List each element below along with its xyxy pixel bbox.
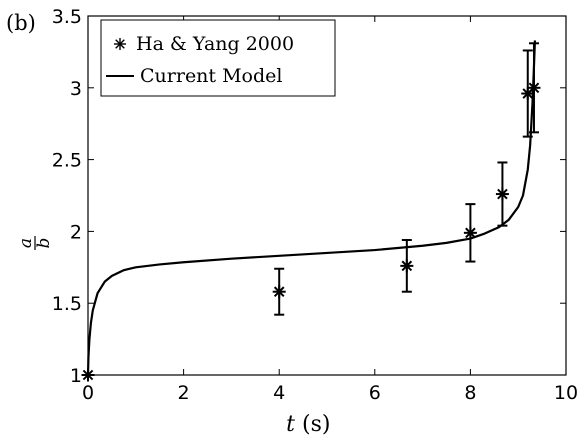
series-line-current-model [86,40,537,376]
plot-frame [87,15,567,376]
asterisk-marker [521,87,535,101]
y-tick-label: 1.5 [52,293,82,315]
y-tick-label: 2.5 [52,150,82,172]
plot-area [87,15,567,376]
legend-marker-asterisk [114,38,126,50]
model-curve-layer [86,40,537,376]
legend-box [100,19,336,97]
experimental-points-layer [81,42,541,382]
x-axis-label-unit: (s) [302,412,330,437]
x-tick-label: 8 [464,382,476,404]
y-axis-label-numerator: a [16,238,36,248]
panel-label: (b) [6,11,36,35]
legend: Ha & Yang 2000 Current Model [100,19,336,97]
asterisk-marker [400,259,414,273]
x-axis-label: t (s) [286,412,330,437]
x-axis-label-variable: t [286,412,295,437]
data-point [521,49,535,138]
data-point [463,203,477,263]
asterisk-marker [272,285,286,299]
axis-ticks: 0 2 4 6 8 10 1 1.5 2 2.5 3 3.5 [52,6,578,404]
data-point [272,267,286,316]
legend-label-current-model: Current Model [140,65,282,87]
asterisk-marker [463,226,477,240]
data-point [495,161,509,227]
asterisk-marker [81,368,95,382]
asterisk-marker [527,81,541,95]
y-tick-label: 3.5 [52,6,82,28]
y-axis-label: a b [16,236,54,250]
y-tick-label: 3 [70,78,82,100]
x-tick-label: 10 [554,382,578,404]
x-tick-label: 2 [178,382,190,404]
x-tick-label: 4 [273,382,285,404]
x-tick-label: 0 [82,382,94,404]
data-point [81,368,95,382]
x-tick-label: 6 [369,382,381,404]
y-axis-label-denominator: b [34,238,54,249]
data-point [400,239,414,293]
y-tick-label: 2 [70,221,82,243]
y-tick-label: 1 [70,365,82,387]
legend-label-ha-yang: Ha & Yang 2000 [136,33,294,55]
data-point [527,42,541,134]
asterisk-marker [495,187,509,201]
